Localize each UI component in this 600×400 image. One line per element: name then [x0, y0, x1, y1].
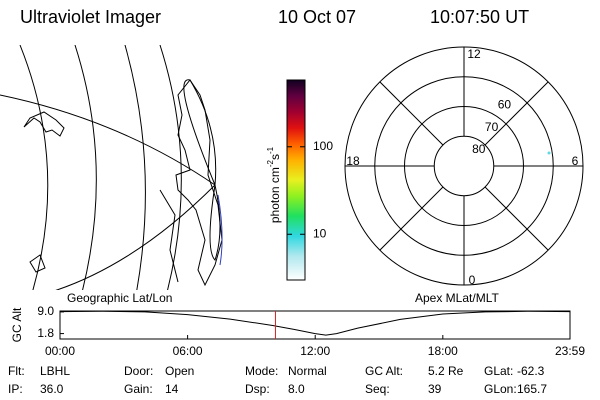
plot-frame	[59, 310, 571, 340]
x-tick-label: 00:00	[45, 344, 75, 358]
date: 10 Oct 07	[278, 7, 356, 27]
ring-label: 70	[485, 120, 499, 134]
info-value: Open	[165, 364, 194, 378]
spoke	[484, 186, 549, 251]
mlt-label: 18	[346, 154, 360, 168]
parallel	[55, 184, 216, 290]
mlt-label: 6	[572, 154, 579, 168]
info-value: 5.2 Re	[428, 364, 464, 378]
info-value: Normal	[288, 364, 327, 378]
x-tick-label: 23:59	[555, 344, 585, 358]
info-label: IP:	[8, 382, 23, 396]
colorbar	[286, 79, 306, 281]
colorbar-tick-label: 10	[313, 226, 327, 240]
info-value: -62.3	[517, 364, 545, 378]
coastline	[159, 189, 179, 283]
title: Ultraviolet Imager	[20, 7, 161, 27]
track	[217, 194, 223, 266]
map	[0, 45, 223, 290]
info-label: GC Alt:	[365, 364, 403, 378]
meridian	[19, 45, 49, 290]
coastline	[29, 254, 46, 273]
meridian	[74, 45, 97, 290]
spoke	[484, 81, 549, 146]
y-tick-label: 9.0	[37, 304, 54, 318]
info-value: 8.0	[288, 382, 305, 396]
y-axis-label: GC Alt	[10, 307, 24, 342]
parallel	[0, 94, 216, 186]
info-label: GLon:	[484, 382, 517, 396]
info-label: Flt:	[8, 364, 25, 378]
info-label: Gain:	[124, 382, 153, 396]
y-tick-label: 1.8	[37, 326, 54, 340]
info-label: Door:	[124, 364, 153, 378]
mlt-label: 0	[469, 273, 476, 287]
graticule	[209, 184, 221, 261]
mlt-label: 12	[467, 47, 481, 61]
x-tick-label: 18:00	[428, 344, 458, 358]
map-label: Geographic Lat/Lon	[67, 291, 172, 305]
info-value: 36.0	[40, 382, 64, 396]
meridian	[124, 45, 146, 290]
polar-label: Apex MLat/MLT	[415, 291, 499, 305]
info-value: 165.7	[517, 382, 547, 396]
coastline	[175, 79, 223, 287]
spoke	[379, 186, 444, 251]
time: 10:07:50 UT	[430, 7, 529, 27]
x-tick-label: 06:00	[173, 344, 203, 358]
info-label: Mode:	[245, 364, 278, 378]
unit-text: s	[268, 154, 282, 160]
unit-text: photon cm	[268, 167, 282, 223]
ring-label: 60	[498, 98, 512, 112]
info-value: 39	[428, 382, 442, 396]
unit-exp: -1	[266, 146, 275, 154]
x-tick-label: 12:00	[300, 344, 330, 358]
info-value: LBHL	[40, 364, 70, 378]
info-label: GLat:	[484, 364, 513, 378]
colorbar-tick-label: 100	[313, 139, 333, 153]
altitude-curve	[59, 310, 571, 336]
aurora-dot	[547, 151, 551, 155]
spoke	[379, 81, 444, 146]
info-value: 14	[165, 382, 179, 396]
coastline	[23, 111, 65, 137]
colorbar-label: photon cm-2s-1	[266, 146, 282, 223]
info-label: Seq:	[365, 382, 390, 396]
unit-exp: -2	[266, 159, 275, 167]
info-label: Dsp:	[245, 382, 270, 396]
ring-label: 80	[472, 142, 486, 156]
meridian	[159, 45, 182, 290]
